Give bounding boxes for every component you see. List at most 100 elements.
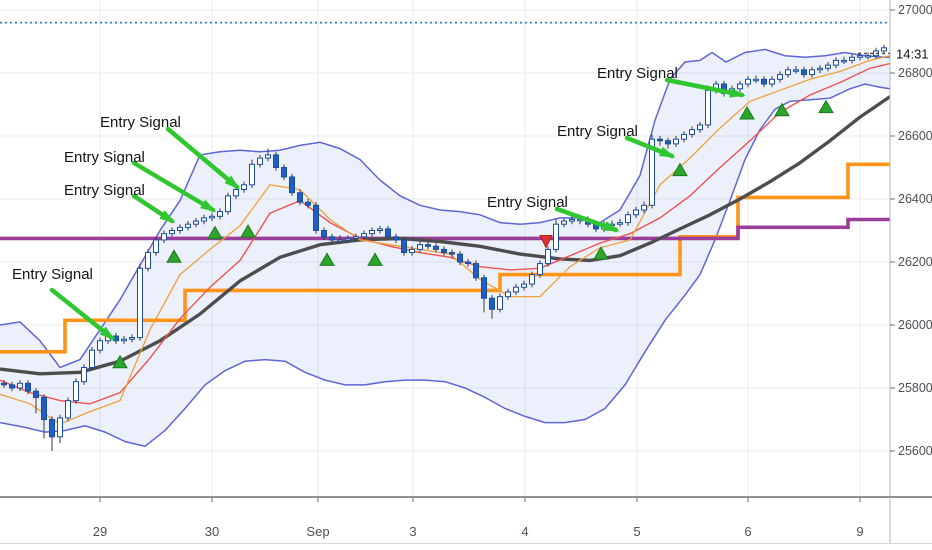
candle-body (25, 382, 31, 392)
x-axis-label[interactable]: 3 (409, 524, 416, 539)
entry-signal-arrowhead (99, 326, 116, 341)
candle-body (65, 400, 71, 419)
candle-body (537, 263, 543, 276)
x-axis-label[interactable]: Sep (306, 524, 329, 539)
candle-body (297, 192, 303, 203)
candle-body (865, 55, 871, 58)
candle-body (377, 228, 383, 232)
candle-body (809, 69, 815, 76)
candle-body (769, 78, 775, 85)
long-entry-marker (240, 224, 256, 238)
y-axis-label[interactable]: 26400.0 (898, 192, 932, 206)
y-axis-label[interactable]: 26200.0 (898, 255, 932, 269)
x-axis-label[interactable]: 29 (93, 524, 107, 539)
candle-body (841, 59, 847, 63)
entry-signal-arrowhead (603, 221, 620, 232)
candle-body (801, 69, 807, 76)
candle-body (353, 236, 359, 239)
candle-body (681, 133, 687, 140)
y-axis-label[interactable]: 26600.0 (898, 129, 932, 143)
candle-body (33, 390, 39, 398)
entry-signal-arrow (49, 287, 115, 341)
candle-body (337, 239, 343, 242)
entry-signal-label[interactable]: Entry Signal (64, 182, 145, 199)
candle-body (481, 277, 487, 299)
x-axis-label[interactable]: 9 (856, 524, 863, 539)
candle-body (465, 261, 471, 265)
candle-body (673, 138, 679, 145)
candle-body (145, 252, 151, 269)
candle-body (345, 237, 351, 241)
candle-body (161, 233, 167, 241)
candle-body (241, 184, 247, 191)
candle-body (697, 124, 703, 131)
long-entry-marker (672, 162, 688, 177)
candle-body (489, 297, 495, 310)
entry-signal-label[interactable]: Entry Signal (597, 65, 678, 82)
entry-signal-label[interactable]: Entry Signal (557, 123, 638, 140)
x-axis-label[interactable]: 6 (744, 524, 751, 539)
candle-body (97, 340, 103, 351)
countdown-label[interactable]: 14:31 (896, 46, 929, 61)
bollinger-upper-line (0, 48, 890, 369)
y-axis-label[interactable]: 25600.0 (898, 444, 932, 458)
candle-body (169, 230, 175, 235)
candle-body (49, 419, 55, 438)
entry-signal-label[interactable]: Entry Signal (64, 149, 145, 166)
candle-body (369, 230, 375, 235)
x-axis-label[interactable]: 4 (521, 524, 528, 539)
candle-body (425, 244, 431, 247)
candle-body (193, 220, 199, 225)
candle-body (745, 78, 751, 85)
entry-signal-arrow (165, 126, 240, 190)
candle-body (121, 338, 127, 342)
candle-body (385, 228, 391, 238)
candle-body (617, 222, 623, 225)
entry-signal-label[interactable]: Entry Signal (12, 266, 93, 283)
candle-body (529, 274, 535, 285)
candle-body (129, 337, 135, 340)
candle-body (857, 55, 863, 58)
candle-body (73, 381, 79, 402)
candle-body (665, 140, 671, 145)
candle-body (657, 138, 663, 142)
candle-body (441, 248, 447, 254)
entry-signal-label[interactable]: Entry Signal (487, 194, 568, 211)
long-entry-marker (739, 105, 755, 120)
y-axis-label[interactable]: 26000.0 (898, 318, 932, 332)
y-axis-label[interactable]: 25800.0 (898, 381, 932, 395)
candle-body (153, 239, 159, 254)
y-axis-label[interactable]: 26800.0 (898, 66, 932, 80)
long-entry-marker (774, 102, 790, 117)
candle-body (417, 244, 423, 250)
candle-body (209, 215, 215, 219)
candle-body (9, 384, 15, 389)
entry-signal-label[interactable]: Entry Signal (100, 114, 181, 131)
candle-body (705, 89, 711, 126)
time-axis-bg (0, 497, 932, 550)
candle-body (281, 167, 287, 178)
long-entry-marker (112, 354, 128, 369)
bollinger-band-fill (0, 49, 890, 447)
entry-signal-arrow (131, 160, 216, 213)
candle-body (273, 154, 279, 168)
candle-body (625, 214, 631, 224)
candle-body (497, 296, 503, 310)
y-axis-label[interactable]: 27000.0 (898, 3, 932, 17)
candle-body (881, 47, 887, 52)
candle-body (761, 78, 767, 85)
candle-body (185, 223, 191, 228)
candle-body (689, 129, 695, 135)
candle-body (633, 209, 639, 216)
x-axis-label[interactable]: 5 (633, 524, 640, 539)
candle-body (553, 223, 559, 250)
candle-body (313, 204, 319, 232)
long-entry-marker (319, 252, 335, 266)
candle-body (57, 417, 63, 438)
x-axis-label[interactable]: 30 (205, 524, 219, 539)
candle-body (177, 226, 183, 232)
candle-body (737, 83, 743, 90)
candle-body (137, 267, 143, 339)
